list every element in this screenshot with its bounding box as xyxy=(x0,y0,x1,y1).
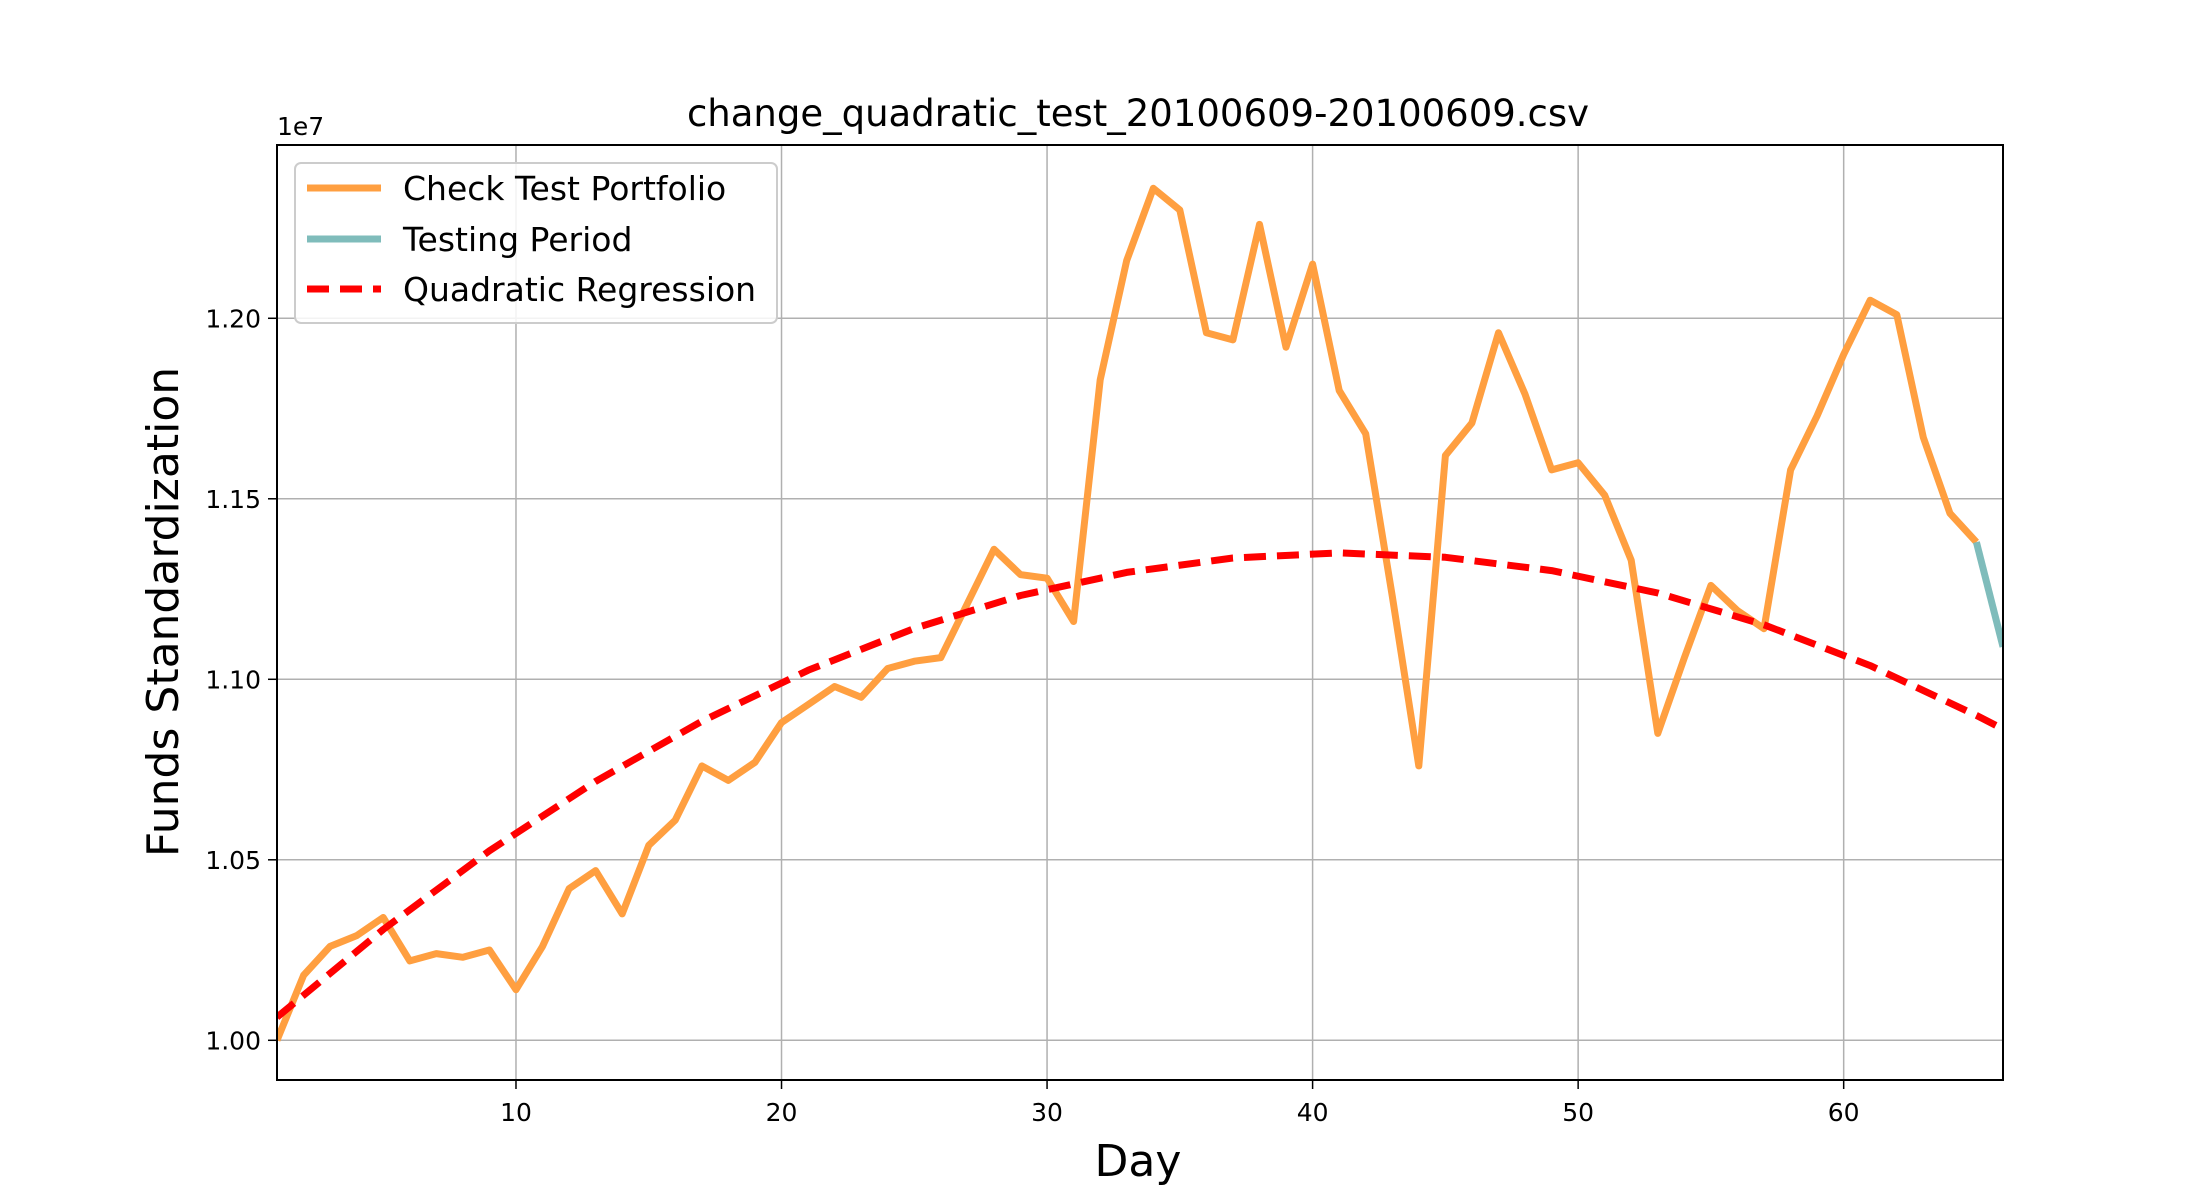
y-tick-label: 1.10 xyxy=(205,665,261,694)
series-line-check-test-portfolio xyxy=(277,184,1979,1042)
legend: Check Test Portfolio Testing Period Quad… xyxy=(294,162,778,324)
x-tick-label: 50 xyxy=(1562,1098,1594,1127)
legend-box xyxy=(294,162,778,324)
y-tick-label: 1.00 xyxy=(205,1026,261,1055)
series-line-quadratic-regression xyxy=(277,549,2003,1020)
legend-label-quadratic-regression: Quadratic Regression xyxy=(403,270,756,309)
x-tick-label: 60 xyxy=(1828,1098,1860,1127)
x-tick-label: 40 xyxy=(1297,1098,1329,1127)
x-tick-label: 30 xyxy=(1031,1098,1063,1127)
plot-frame xyxy=(276,144,2004,1081)
legend-label-testing-period: Testing Period xyxy=(402,220,632,259)
y-tick-label: 1.05 xyxy=(205,846,261,875)
chart-title: change_quadratic_test_20100609-20100609.… xyxy=(687,92,1589,135)
x-tick-label: 10 xyxy=(500,1098,532,1127)
grid xyxy=(277,145,2003,1080)
y-tick-label: 1.15 xyxy=(205,485,261,514)
y-axis-label: Funds Standardization xyxy=(138,367,189,857)
series-layer xyxy=(277,184,2003,1042)
y-offset-label: 1e7 xyxy=(277,112,324,141)
ticks: 10 20 30 40 50 60 1.00 1.05 1.10 1.15 1.20 xyxy=(205,304,1859,1127)
legend-label-check-test-portfolio: Check Test Portfolio xyxy=(403,169,726,208)
x-axis-label: Day xyxy=(1095,1136,1182,1187)
series-line-testing-period xyxy=(1973,541,2003,648)
x-tick-label: 20 xyxy=(766,1098,798,1127)
y-tick-label: 1.20 xyxy=(205,304,261,333)
